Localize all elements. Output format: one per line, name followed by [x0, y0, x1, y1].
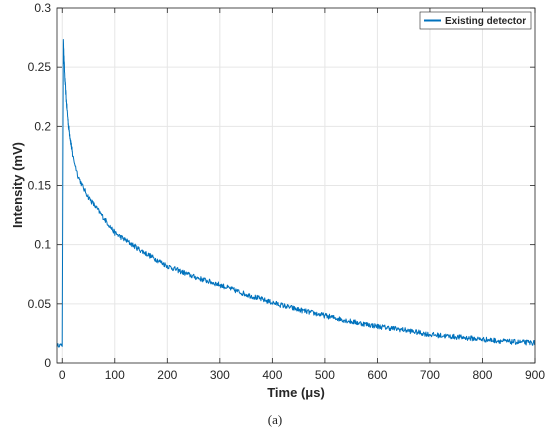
x-tick-label: 800 [472, 368, 492, 382]
y-tick-label: 0.1 [34, 238, 51, 252]
x-tick-label: 500 [315, 368, 335, 382]
y-tick-label: 0.2 [34, 119, 51, 133]
chart: 0 100 200 300 400 500 600 700 800 900 0 0.05 0.1 0.15… [10, 1, 546, 400]
y-tick-label: 0.15 [28, 179, 52, 193]
x-tick-label: 300 [210, 368, 230, 382]
x-tick-label: 0 [59, 368, 66, 382]
x-axis-label: Time (μs) [267, 385, 325, 400]
x-tick-label: 200 [157, 368, 177, 382]
x-tick-label: 700 [420, 368, 440, 382]
y-axis-label: Intensity (mV) [10, 142, 25, 228]
x-tick-label: 900 [525, 368, 545, 382]
figure-caption: (a) [267, 412, 283, 427]
x-tick-label: 100 [105, 368, 125, 382]
axes: 0 100 200 300 400 500 600 700 800 900 0 0.05 0.1 0.15… [28, 1, 546, 382]
y-tick-label: 0 [44, 356, 51, 370]
x-tick-label: 600 [367, 368, 387, 382]
x-tick-label: 400 [262, 368, 282, 382]
y-tick-label: 0.3 [34, 1, 51, 15]
legend-box [419, 11, 532, 30]
series-layer [56, 39, 536, 348]
y-tick-label: 0.05 [28, 297, 52, 311]
series-line [56, 39, 536, 348]
y-tick-label: 0.25 [28, 60, 52, 74]
legend-label: Existing detector [445, 16, 526, 27]
legend: Existing detector [419, 11, 532, 30]
